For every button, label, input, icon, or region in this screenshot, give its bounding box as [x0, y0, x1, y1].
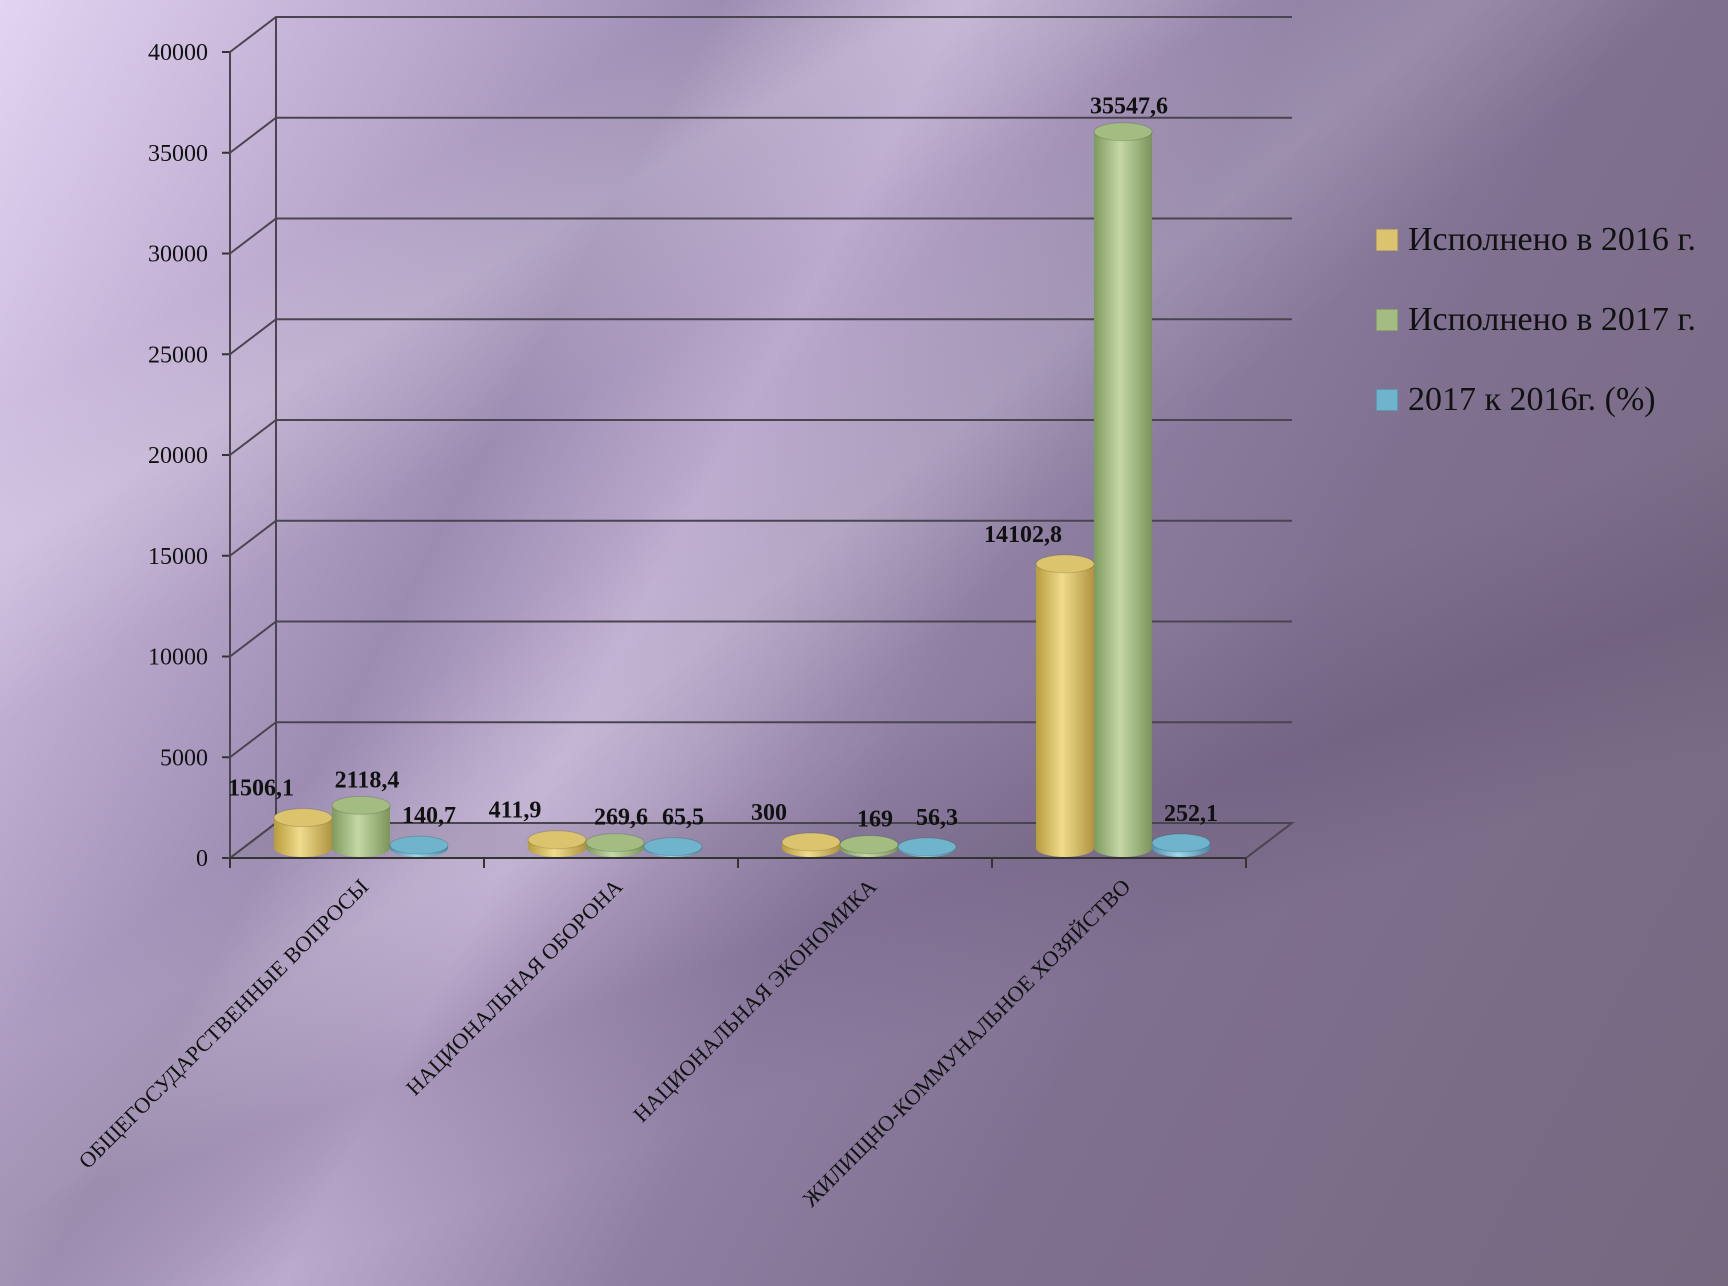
- bar-top: [527, 830, 587, 850]
- data-label: 411,9: [489, 798, 542, 824]
- bar-top: [389, 835, 449, 855]
- bar-top: [1151, 833, 1211, 853]
- bar-top: [1035, 554, 1095, 574]
- data-label: 35547,6: [1090, 94, 1168, 120]
- bar: [331, 795, 391, 857]
- legend-label: Исполнено в 2016 г.: [1408, 221, 1697, 258]
- bar-top: [585, 833, 645, 853]
- bar-body: [274, 817, 332, 857]
- data-label: 56,3: [916, 805, 958, 831]
- y-tick-label: 15000: [148, 544, 208, 570]
- bar-top: [643, 837, 703, 857]
- legend-label: 2017 к 2016г. (%): [1408, 381, 1656, 418]
- legend-label: Исполнено в 2017 г.: [1408, 301, 1697, 338]
- legend-swatch-2017: [1376, 309, 1398, 331]
- data-label: 269,6: [594, 805, 648, 831]
- bar: [643, 837, 703, 857]
- gridline: [229, 16, 1292, 53]
- legend: Исполнено в 2016 г. Исполнено в 2017 г. …: [1376, 220, 1696, 460]
- bar-top: [273, 808, 333, 828]
- x-tick-label: НАЦИОНАЛЬНАЯ ОБОРОНА: [401, 874, 627, 1100]
- bars: [273, 122, 1211, 857]
- data-label: 14102,8: [984, 522, 1062, 548]
- bar-body: [1036, 563, 1094, 857]
- data-label: 65,5: [662, 805, 704, 831]
- data-label: 140,7: [402, 803, 456, 829]
- y-tick-label: 0: [196, 846, 208, 872]
- bar: [1093, 122, 1153, 857]
- x-tick-label: ОБЩЕГОСУДАРСТВЕННЫЕ ВОПРОСЫ: [74, 874, 374, 1174]
- bar-top: [331, 795, 391, 815]
- bar: [1151, 833, 1211, 857]
- data-label: 300: [751, 800, 787, 826]
- data-label: 1506,1: [228, 776, 294, 802]
- bar: [897, 837, 957, 857]
- bar-top: [897, 837, 957, 857]
- data-label: 252,1: [1164, 801, 1218, 827]
- legend-swatch-2016: [1376, 229, 1398, 251]
- bar: [839, 835, 899, 857]
- legend-item: 2017 к 2016г. (%): [1376, 380, 1696, 420]
- data-label: 169: [857, 807, 893, 833]
- legend-item: Исполнено в 2017 г.: [1376, 300, 1696, 340]
- y-tick-label: 35000: [148, 141, 208, 167]
- y-tick-label: 30000: [148, 242, 208, 268]
- bar-top: [1093, 122, 1153, 142]
- legend-item: Исполнено в 2016 г.: [1376, 220, 1696, 260]
- bar-body: [1094, 131, 1152, 857]
- bar-top: [781, 832, 841, 852]
- y-tick-label: 40000: [148, 40, 208, 66]
- y-tick-label: 25000: [148, 342, 208, 368]
- legend-swatch-ratio: [1376, 389, 1398, 411]
- bar: [1035, 554, 1095, 857]
- bar-body: [332, 805, 390, 857]
- y-tick-label: 5000: [160, 745, 208, 771]
- data-label: 2118,4: [335, 767, 400, 793]
- bar: [389, 835, 449, 857]
- bar: [527, 830, 587, 857]
- x-tick-label: НАЦИОНАЛЬНАЯ ЭКОНОМИКА: [628, 874, 881, 1127]
- bar-top: [839, 835, 899, 855]
- bar: [781, 832, 841, 857]
- y-tick-label: 20000: [148, 443, 208, 469]
- bar: [585, 833, 645, 857]
- bar: [273, 808, 333, 857]
- data-labels: 1506,1 411,9 300 14102,8 2118,4 269,6 169 35547…: [228, 94, 1218, 833]
- y-tick-label: 10000: [148, 645, 208, 671]
